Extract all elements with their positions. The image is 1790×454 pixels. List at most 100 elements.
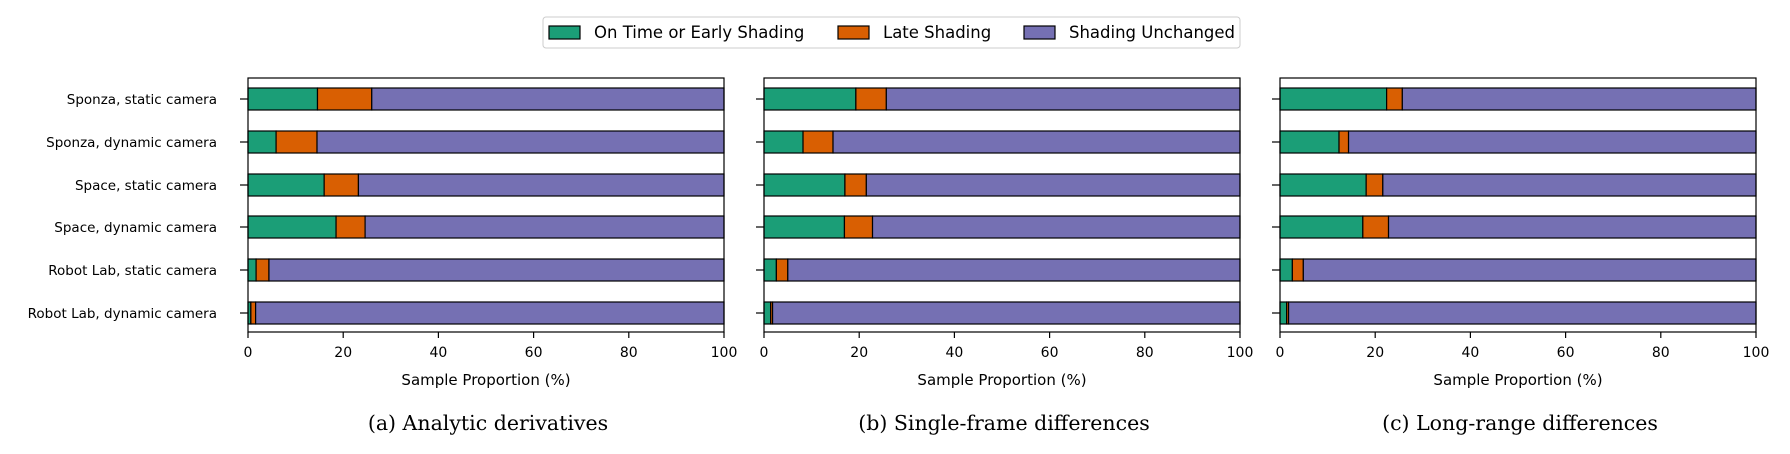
x-tick-label: 0	[244, 345, 253, 361]
x-tick-label: 0	[1276, 345, 1285, 361]
bar-on-time-or-early-shading	[763, 173, 846, 197]
legend-label: On Time or Early Shading	[594, 23, 804, 42]
legend: On Time or Early Shading Late Shading Shad…	[542, 16, 1241, 49]
bar-late-shading	[1386, 87, 1403, 111]
bar-shading-unchanged	[316, 130, 725, 154]
bar-shading-unchanged	[371, 87, 725, 111]
bar-late-shading	[775, 258, 789, 282]
bar-shading-unchanged	[871, 215, 1241, 239]
legend-label: Shading Unchanged	[1069, 23, 1235, 42]
bar-shading-unchanged	[1387, 215, 1757, 239]
axes-frame	[247, 77, 725, 333]
y-axis	[1272, 98, 1280, 314]
bar-late-shading	[323, 173, 360, 197]
x-tick-label: 80	[1136, 345, 1154, 361]
bar-on-time-or-early-shading	[1279, 87, 1388, 111]
x-axis-label: Sample Proportion (%)	[1433, 371, 1602, 389]
bar-late-shading	[802, 130, 834, 154]
bar-late-shading	[1291, 258, 1304, 282]
bar-on-time-or-early-shading	[763, 301, 772, 325]
y-axis: Sponza, static camera Sponza, dynamic cam…	[28, 92, 248, 322]
legend-item-on-time-or-early-shading: On Time or Early Shading	[548, 23, 804, 42]
panel-caption: (b) Single-frame differences	[858, 411, 1150, 435]
axes-frame	[763, 77, 1241, 333]
panel-caption: (a) Analytic derivatives	[368, 411, 608, 435]
x-axis: 0 20 40 60 80 100	[1276, 332, 1770, 361]
bar-late-shading	[275, 130, 318, 154]
bar-shading-unchanged	[865, 173, 1241, 197]
x-tick-label: 40	[1461, 345, 1479, 361]
x-tick-label: 40	[429, 345, 447, 361]
legend-swatch	[1023, 25, 1056, 40]
bar-on-time-or-early-shading	[1279, 258, 1293, 282]
x-tick-label: 20	[334, 345, 352, 361]
bar-late-shading	[843, 215, 874, 239]
bar-late-shading	[250, 301, 257, 325]
legend-frame	[542, 16, 1241, 49]
x-tick-label: 20	[1366, 345, 1384, 361]
category-label: Space, dynamic camera	[54, 220, 217, 236]
bar-shading-unchanged	[268, 258, 725, 282]
x-tick-label: 100	[711, 345, 738, 361]
bar-late-shading	[1338, 130, 1350, 154]
bar-on-time-or-early-shading	[1279, 215, 1364, 239]
bar-shading-unchanged	[787, 258, 1241, 282]
bar-late-shading	[316, 87, 373, 111]
chart-panel-3: 0 20 40 60 80 100 Sample Proportion (%) (c) Lon…	[1272, 77, 1770, 435]
y-axis	[756, 98, 764, 314]
bar-shading-unchanged	[885, 87, 1241, 111]
panels: Sponza, static camera Sponza, dynamic cam…	[28, 77, 1770, 435]
bars	[247, 87, 725, 325]
x-tick-label: 100	[1227, 345, 1254, 361]
bar-on-time-or-early-shading	[247, 258, 257, 282]
bar-on-time-or-early-shading	[763, 215, 846, 239]
bar-late-shading	[855, 87, 887, 111]
bar-shading-unchanged	[1347, 130, 1757, 154]
x-tick-label: 40	[945, 345, 963, 361]
axes-frame	[1279, 77, 1757, 333]
bars	[763, 87, 1241, 325]
bar-shading-unchanged	[255, 301, 725, 325]
x-tick-label: 60	[1557, 345, 1575, 361]
x-axis-label: Sample Proportion (%)	[917, 371, 1086, 389]
category-label: Sponza, static camera	[67, 92, 217, 108]
bar-on-time-or-early-shading	[763, 258, 777, 282]
legend-label: Late Shading	[883, 23, 991, 42]
bar-shading-unchanged	[1302, 258, 1757, 282]
bar-on-time-or-early-shading	[1279, 173, 1367, 197]
legend-item-late-shading: Late Shading	[837, 23, 991, 42]
bar-on-time-or-early-shading	[247, 87, 319, 111]
bar-late-shading	[1362, 215, 1390, 239]
x-tick-label: 0	[760, 345, 769, 361]
x-axis-label: Sample Proportion (%)	[401, 371, 570, 389]
category-label: Robot Lab, static camera	[48, 263, 217, 279]
x-axis: 0 20 40 60 80 100	[760, 332, 1254, 361]
panel-caption: (c) Long-range differences	[1382, 411, 1658, 435]
bar-on-time-or-early-shading	[763, 130, 804, 154]
bar-shading-unchanged	[1401, 87, 1757, 111]
bar-shading-unchanged	[1382, 173, 1757, 197]
x-tick-label: 80	[1652, 345, 1670, 361]
bar-on-time-or-early-shading	[1279, 301, 1288, 325]
bar-late-shading	[335, 215, 366, 239]
category-label: Sponza, dynamic camera	[46, 135, 217, 151]
x-axis: 0 20 40 60 80 100	[244, 332, 738, 361]
legend-item-shading-unchanged: Shading Unchanged	[1023, 23, 1235, 42]
chart-panel-2: 0 20 40 60 80 100 Sample Proportion (%) (b) Sin…	[756, 77, 1254, 435]
legend-swatch	[837, 25, 870, 40]
x-tick-label: 100	[1743, 345, 1770, 361]
category-label: Robot Lab, dynamic camera	[28, 306, 217, 322]
bar-shading-unchanged	[364, 215, 725, 239]
x-tick-label: 80	[620, 345, 638, 361]
bar-shading-unchanged	[1287, 301, 1757, 325]
bar-shading-unchanged	[771, 301, 1241, 325]
x-tick-label: 60	[525, 345, 543, 361]
legend-swatch	[548, 25, 581, 40]
bar-shading-unchanged	[832, 130, 1241, 154]
bar-late-shading	[1365, 173, 1384, 197]
bar-on-time-or-early-shading	[247, 173, 325, 197]
bar-shading-unchanged	[357, 173, 725, 197]
bars	[1279, 87, 1757, 325]
category-label: Space, static camera	[75, 178, 217, 194]
